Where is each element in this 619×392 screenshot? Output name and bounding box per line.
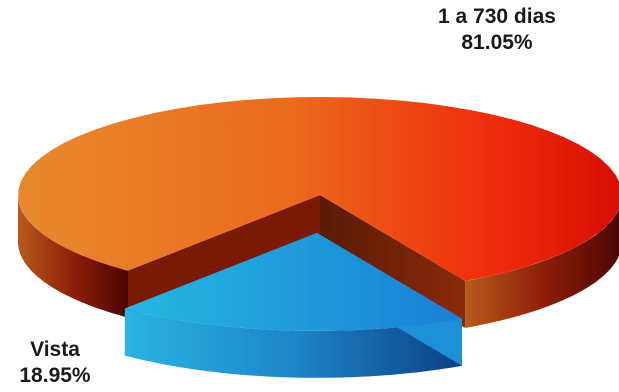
slice-side-1-a-730-dias-1 (465, 208, 619, 328)
slice-cut-1-a-730-dias-b (127, 195, 320, 318)
slice-side-1-a-730-dias-0 (18, 195, 128, 318)
slice-side-vista (124, 308, 463, 378)
slice-vista (124, 232, 463, 331)
slice-name: 1 a 730 dias (438, 5, 556, 28)
slice-label-1-a-730-dias: 1 a 730 dias 81.05% (412, 4, 582, 56)
slice-cut-1-a-730-dias (320, 195, 466, 328)
slice-name: Vista (30, 338, 80, 361)
slice-percent: 18.95% (19, 364, 91, 387)
slice-label-vista: Vista 18.95% (0, 337, 110, 389)
slice-1-a-730-dias (18, 97, 619, 281)
slice-percent: 81.05% (461, 31, 533, 54)
